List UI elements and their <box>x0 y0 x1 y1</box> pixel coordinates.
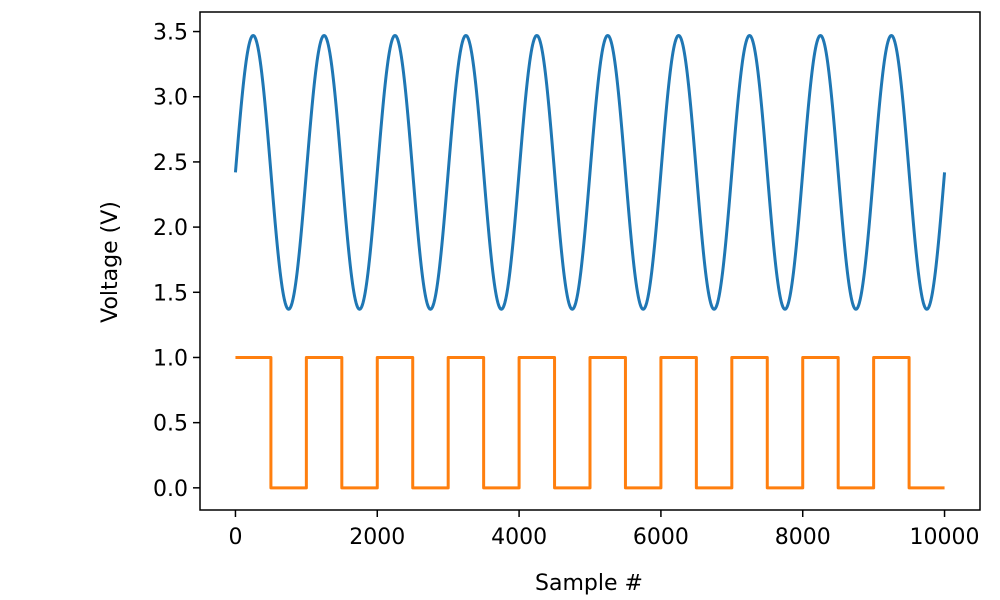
x-tick-label: 6000 <box>633 525 689 550</box>
y-tick-label: 0.0 <box>153 477 188 502</box>
x-tick-label: 8000 <box>775 525 831 550</box>
y-tick-label: 1.0 <box>153 346 188 371</box>
y-tick-label: 1.5 <box>153 281 188 306</box>
y-tick-label: 0.5 <box>153 412 188 437</box>
y-tick-label: 2.0 <box>153 216 188 241</box>
y-tick-label: 3.5 <box>153 21 188 46</box>
x-tick-label: 2000 <box>349 525 405 550</box>
x-axis-ticks: 0 2000 4000 6000 8000 10000 <box>228 510 980 550</box>
x-axis-label: Sample # <box>535 571 643 596</box>
y-tick-label: 3.0 <box>153 86 188 111</box>
y-axis-ticks: 0.0 0.5 1.0 1.5 2.0 2.5 3.0 3.5 <box>153 21 200 502</box>
sine-series-line <box>233 33 947 311</box>
y-axis-label: Voltage (V) <box>98 201 123 323</box>
x-tick-label: 0 <box>228 525 242 550</box>
plot-area <box>233 33 947 490</box>
square-series-line <box>235 355 945 490</box>
x-tick-label: 10000 <box>910 525 980 550</box>
plot-frame <box>199 11 981 511</box>
y-tick-label: 2.5 <box>153 151 188 176</box>
x-tick-label: 4000 <box>491 525 547 550</box>
